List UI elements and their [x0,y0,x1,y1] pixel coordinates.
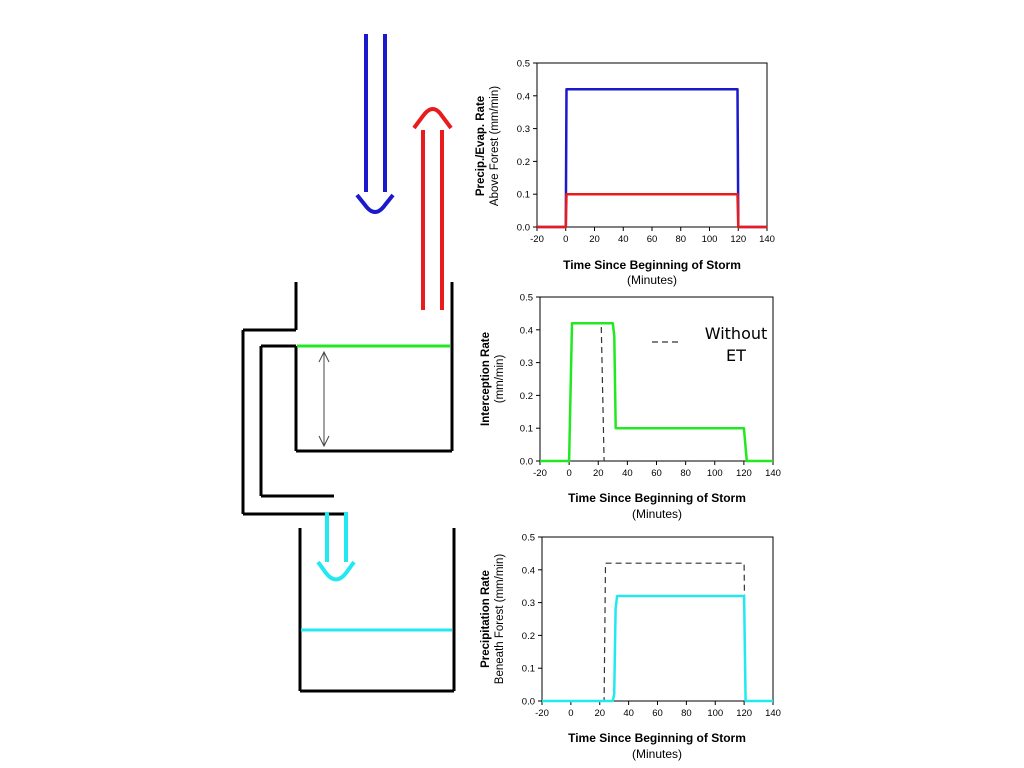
x-tick-label: 0 [568,708,573,719]
y-tick-label: 0.4 [520,325,533,336]
x-tick-label: 80 [681,708,692,719]
y-tick-label: 0.0 [517,223,530,234]
y-tick-label: 0.0 [520,457,533,468]
x-axis-subtitle: (Minutes) [632,747,682,761]
x-tick-label: 20 [594,708,605,719]
y-tick-label: 0.5 [522,533,535,544]
x-tick-label: 120 [730,234,746,245]
series-line [542,594,773,703]
y-axis-title: Precipitation Rate [480,570,492,668]
x-tick-label: 20 [593,468,604,479]
x-tick-label: 100 [702,234,718,245]
x-axis-subtitle: (Minutes) [627,273,677,287]
x-tick-label: 80 [680,468,691,479]
x-tick-label: 120 [736,468,752,479]
x-tick-label: 40 [618,234,629,245]
x-tick-label: 140 [759,234,775,245]
x-tick-label: -20 [530,234,544,245]
x-tick-label: 40 [622,468,633,479]
throughfall-arrow-icon [316,512,356,582]
x-tick-label: 20 [589,234,600,245]
ground-bucket [298,528,456,693]
plot-frame [539,296,774,462]
x-tick-label: -20 [533,468,547,479]
y-tick-label: 0.2 [517,157,530,168]
y-tick-label: 0.5 [517,59,530,70]
series-line [537,192,767,229]
y-axis-subtitle: Beneath Forest (mm/min) [494,554,506,685]
plot-frame [541,536,774,702]
canopy-storage-bucket [241,282,454,516]
chart-above-forest: -20 0 20 40 60 80 100 120 1400.00.10.20.30.40.5 … [475,59,775,288]
y-tick-label: 0.4 [517,91,530,102]
without-et-label-line2: ET [726,346,746,365]
series-line [540,321,773,463]
y-tick-label: 0.2 [520,391,533,402]
y-tick-label: 0.2 [522,631,535,642]
x-tick-label: 140 [765,708,781,719]
y-tick-label: 0.5 [520,293,533,304]
y-axis-title: Interception Rate [480,332,492,426]
x-tick-label: 100 [707,708,723,719]
x-axis-title: Time Since Beginning of Storm [563,258,741,272]
y-axis-subtitle: (mm/min) [494,355,506,404]
without-et-label-line1: Without [705,324,768,343]
x-tick-label: 100 [707,468,723,479]
precipitation-arrow-icon [355,34,395,214]
storage-depth-icon [318,350,330,448]
x-tick-label: -20 [535,708,549,719]
x-tick-label: 60 [652,708,663,719]
y-axis-subtitle: Above Forest (mm/min) [489,86,501,206]
chart-interception: -20 0 20 40 60 80 100 120 1400.00.10.20.30.40.5 … [480,293,781,522]
y-tick-label: 0.1 [522,664,535,675]
x-tick-label: 0 [566,468,571,479]
x-tick-label: 60 [647,234,658,245]
y-tick-label: 0.3 [520,358,533,369]
y-tick-label: 0.1 [517,190,530,201]
without-et-series-line [540,322,773,462]
x-tick-label: 120 [736,708,752,719]
y-tick-label: 0.0 [522,697,535,708]
x-tick-label: 0 [563,234,568,245]
x-tick-label: 60 [651,468,662,479]
without-et-series-line [542,562,773,702]
evaporation-arrow-icon [412,107,453,310]
series-line [537,87,767,229]
plot-frame [536,62,768,228]
y-tick-label: 0.3 [517,124,530,135]
y-tick-label: 0.4 [522,565,535,576]
x-tick-label: 140 [765,468,781,479]
y-tick-label: 0.1 [520,424,533,435]
y-tick-label: 0.3 [522,598,535,609]
x-axis-title: Time Since Beginning of Storm [568,731,746,745]
x-tick-label: 80 [675,234,686,245]
x-tick-label: 40 [623,708,634,719]
x-axis-title: Time Since Beginning of Storm [568,491,746,505]
x-axis-subtitle: (Minutes) [632,507,682,521]
chart-beneath-forest: -20 0 20 40 60 80 100 120 1400.00.10.20.30.40.5 … [480,533,781,762]
y-axis-title: Precip./Evap. Rate [475,96,487,196]
